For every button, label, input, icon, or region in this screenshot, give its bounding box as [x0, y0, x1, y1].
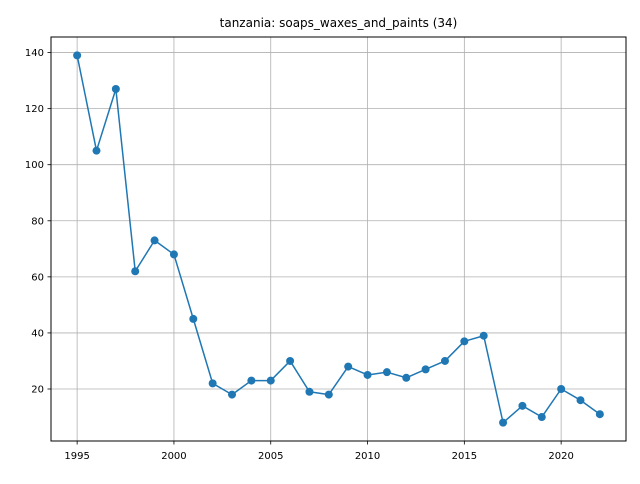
- chart-title: tanzania: soaps_waxes_and_paints (34): [220, 16, 458, 30]
- data-point: [169, 250, 178, 259]
- data-point: [305, 387, 314, 396]
- y-tick-label: 140: [25, 48, 44, 59]
- x-tick-label: 2020: [548, 451, 573, 462]
- data-point: [382, 368, 391, 377]
- y-tick-label: 20: [31, 384, 44, 395]
- y-tick-label: 60: [31, 272, 44, 283]
- data-point: [344, 362, 353, 371]
- data-point: [460, 337, 469, 346]
- grid-layer: [51, 37, 626, 441]
- data-point: [440, 356, 449, 365]
- data-point: [228, 390, 237, 399]
- data-point: [247, 376, 256, 385]
- x-tick-label: 2005: [258, 451, 283, 462]
- data-point: [92, 146, 101, 155]
- x-tick-label: 2010: [355, 451, 380, 462]
- data-point: [73, 51, 82, 60]
- x-tick-label: 2000: [161, 451, 186, 462]
- data-point: [479, 331, 488, 340]
- data-point: [518, 401, 527, 410]
- data-point: [363, 370, 372, 379]
- data-point: [576, 396, 585, 405]
- x-tick-label: 1995: [64, 451, 89, 462]
- data-point: [324, 390, 333, 399]
- y-tick-label: 40: [31, 328, 44, 339]
- data-point: [557, 384, 566, 393]
- data-point: [131, 267, 140, 276]
- y-tick-label: 80: [31, 216, 44, 227]
- data-point: [537, 413, 546, 422]
- y-tick-label: 120: [25, 104, 44, 115]
- y-tick-label: 100: [25, 160, 44, 171]
- series-line: [76, 55, 601, 424]
- data-point: [421, 365, 430, 374]
- data-point: [189, 314, 198, 323]
- series-layer: [73, 51, 604, 427]
- data-point: [499, 418, 508, 427]
- data-point: [286, 356, 295, 365]
- x-tick-label: 2015: [452, 451, 477, 462]
- ticks-layer: 1995 2000 2005 2010 2015 20202040608010012014…: [25, 48, 574, 462]
- data-point: [150, 236, 159, 245]
- data-point: [402, 373, 411, 382]
- data-point: [208, 379, 217, 388]
- plot-frame: [50, 36, 627, 442]
- data-point: [266, 376, 275, 385]
- data-point: [595, 410, 604, 419]
- data-point: [111, 85, 120, 94]
